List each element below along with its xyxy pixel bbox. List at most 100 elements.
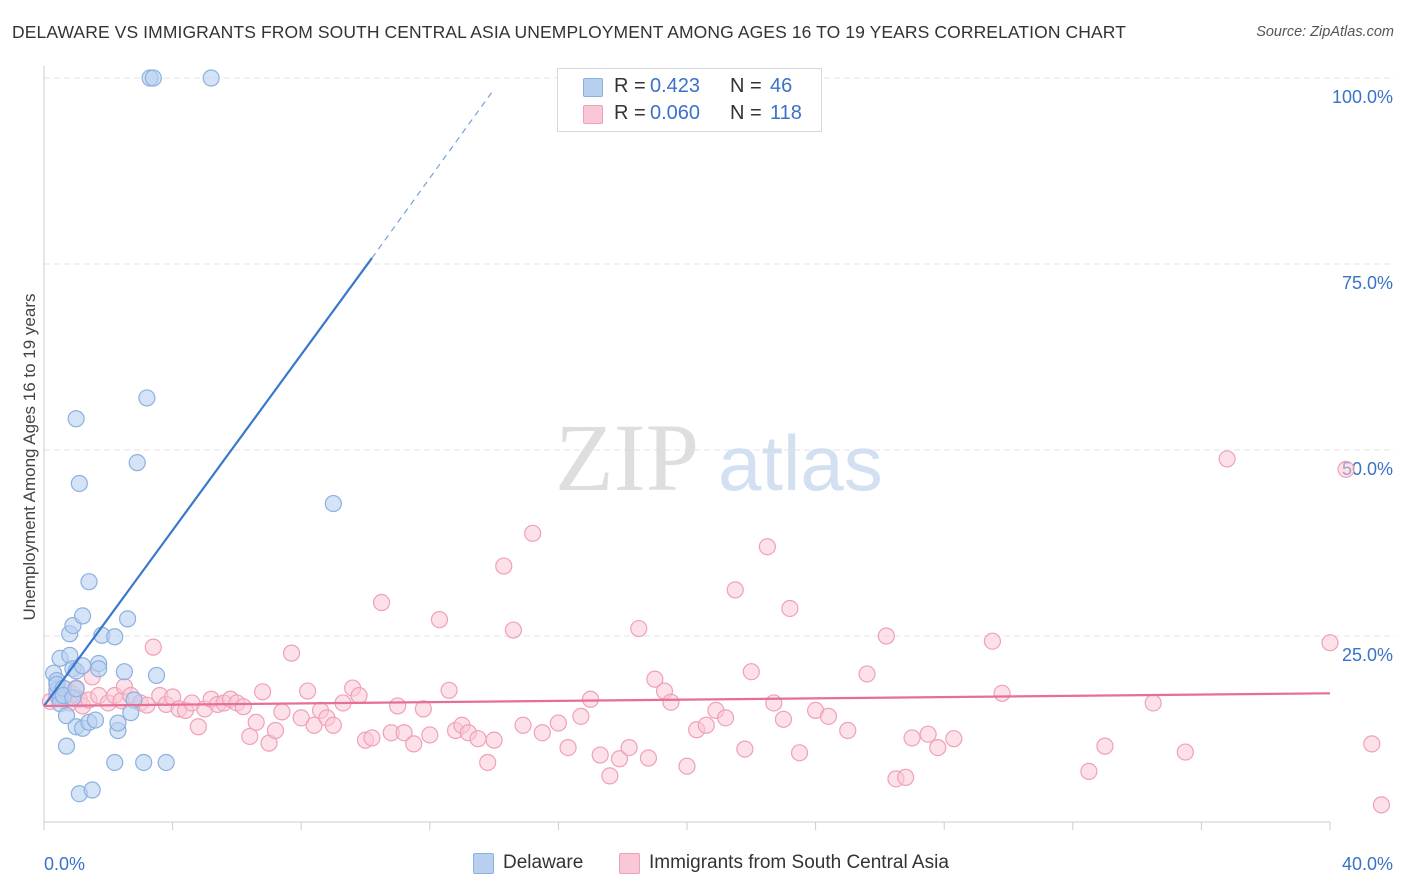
immigrants-point xyxy=(1218,450,1236,468)
y-tick-label: 25.0% xyxy=(1342,645,1393,665)
immigrants-point xyxy=(678,757,696,775)
x-tick-label: 0.0% xyxy=(44,854,85,874)
immigrants-point xyxy=(372,593,391,612)
immigrants-point xyxy=(919,725,937,743)
immigrants-point xyxy=(1080,762,1098,781)
immigrants-point xyxy=(858,665,876,683)
legend-swatch-immigrants xyxy=(583,105,603,124)
immigrants-point xyxy=(324,716,342,734)
immigrants-point xyxy=(514,716,532,734)
immigrants-point xyxy=(533,724,551,742)
legend-row-immigrants: R = 0.060 N = 118 xyxy=(558,100,821,127)
immigrants-point xyxy=(1337,460,1355,478)
y-tick-label: 100.0% xyxy=(1332,87,1393,107)
immigrants-point xyxy=(742,663,760,681)
immigrants-point xyxy=(1176,743,1194,761)
delaware-point xyxy=(128,454,146,472)
immigrants-point xyxy=(479,753,497,772)
delaware-point xyxy=(144,69,162,87)
immigrants-point xyxy=(630,619,648,638)
y-tick-label: 50.0% xyxy=(1342,459,1393,479)
immigrants-point xyxy=(1096,737,1114,755)
delaware-point xyxy=(118,610,137,628)
immigrants-point xyxy=(363,729,381,747)
bottom-legend-label-delaware: Delaware xyxy=(503,852,584,873)
immigrants-point xyxy=(716,709,735,727)
legend-r-value: 0.423 xyxy=(650,75,701,97)
watermark-zip: ZIP xyxy=(555,404,699,511)
bottom-legend-swatch-delaware xyxy=(473,853,494,874)
chart-source: Source: ZipAtlas.com xyxy=(1256,24,1394,40)
legend: R = 0.423 N = 46 R = 0.060 N = 118 xyxy=(557,68,822,132)
immigrants-point xyxy=(469,730,487,748)
immigrants-point xyxy=(903,729,921,747)
delaware-point xyxy=(147,666,166,685)
immigrants-point xyxy=(559,738,577,757)
bottom-legend-label-immigrants: Immigrants from South Central Asia xyxy=(649,852,949,873)
delaware-point xyxy=(122,704,140,722)
immigrants-point xyxy=(247,713,265,731)
immigrants-point xyxy=(144,638,162,656)
immigrants-point xyxy=(945,730,963,748)
delaware-point xyxy=(83,781,101,799)
immigrants-point xyxy=(266,721,285,740)
immigrants-point xyxy=(877,627,895,645)
immigrants-point xyxy=(485,731,503,749)
immigrants-point xyxy=(430,611,449,629)
immigrants-point xyxy=(790,744,809,762)
immigrants-point xyxy=(639,749,658,767)
immigrants-point xyxy=(758,538,776,556)
legend-n-label: N = xyxy=(730,102,762,124)
delaware-point xyxy=(86,711,105,729)
delaware-point xyxy=(57,737,76,755)
immigrants-point xyxy=(189,718,207,736)
immigrants-point xyxy=(504,621,522,639)
immigrants-point xyxy=(765,694,783,712)
delaware-trend-extension xyxy=(371,88,495,259)
immigrants-point xyxy=(819,707,838,725)
delaware-point xyxy=(106,753,124,772)
immigrants-point xyxy=(774,710,793,728)
immigrants-point xyxy=(646,670,664,688)
delaware-point xyxy=(67,410,85,428)
immigrants-point xyxy=(781,599,799,618)
immigrants-point xyxy=(736,740,754,758)
immigrants-point xyxy=(234,698,252,716)
legend-n-value: 46 xyxy=(770,75,793,97)
immigrants-point xyxy=(591,746,609,764)
delaware-point xyxy=(135,753,153,772)
legend-swatch-delaware xyxy=(583,78,603,97)
legend-row-delaware: R = 0.423 N = 46 xyxy=(558,73,821,100)
immigrants-point xyxy=(839,721,857,740)
immigrants-point xyxy=(495,557,513,575)
immigrants-point xyxy=(549,714,568,732)
immigrants-point xyxy=(440,681,458,699)
immigrants-point xyxy=(421,726,439,744)
immigrants-point xyxy=(601,767,619,785)
legend-r-value: 0.060 xyxy=(650,102,701,124)
immigrants-point xyxy=(726,581,744,599)
delaware-point xyxy=(67,680,85,698)
immigrants-point xyxy=(524,524,542,542)
delaware-point xyxy=(73,607,92,625)
delaware-point xyxy=(157,753,175,772)
immigrants-point xyxy=(389,697,407,715)
immigrants-point xyxy=(610,750,629,768)
immigrants-point xyxy=(282,644,301,662)
x-tick-label: 40.0% xyxy=(1342,854,1393,874)
delaware-point xyxy=(90,660,108,678)
immigrants-trend-line xyxy=(43,692,1331,708)
chart-title: DELAWARE VS IMMIGRANTS FROM SOUTH CENTRA… xyxy=(12,22,1127,42)
immigrants-point xyxy=(299,682,317,700)
legend-n-label: N = xyxy=(730,75,762,97)
delaware-point xyxy=(106,628,124,646)
immigrants-point xyxy=(1321,634,1339,652)
immigrants-point xyxy=(305,716,323,734)
immigrants-point xyxy=(241,727,259,746)
immigrants-point xyxy=(395,724,413,742)
delaware-point xyxy=(202,69,220,87)
immigrants-point xyxy=(292,709,310,727)
delaware-point xyxy=(115,663,133,681)
immigrants-point xyxy=(254,683,272,701)
